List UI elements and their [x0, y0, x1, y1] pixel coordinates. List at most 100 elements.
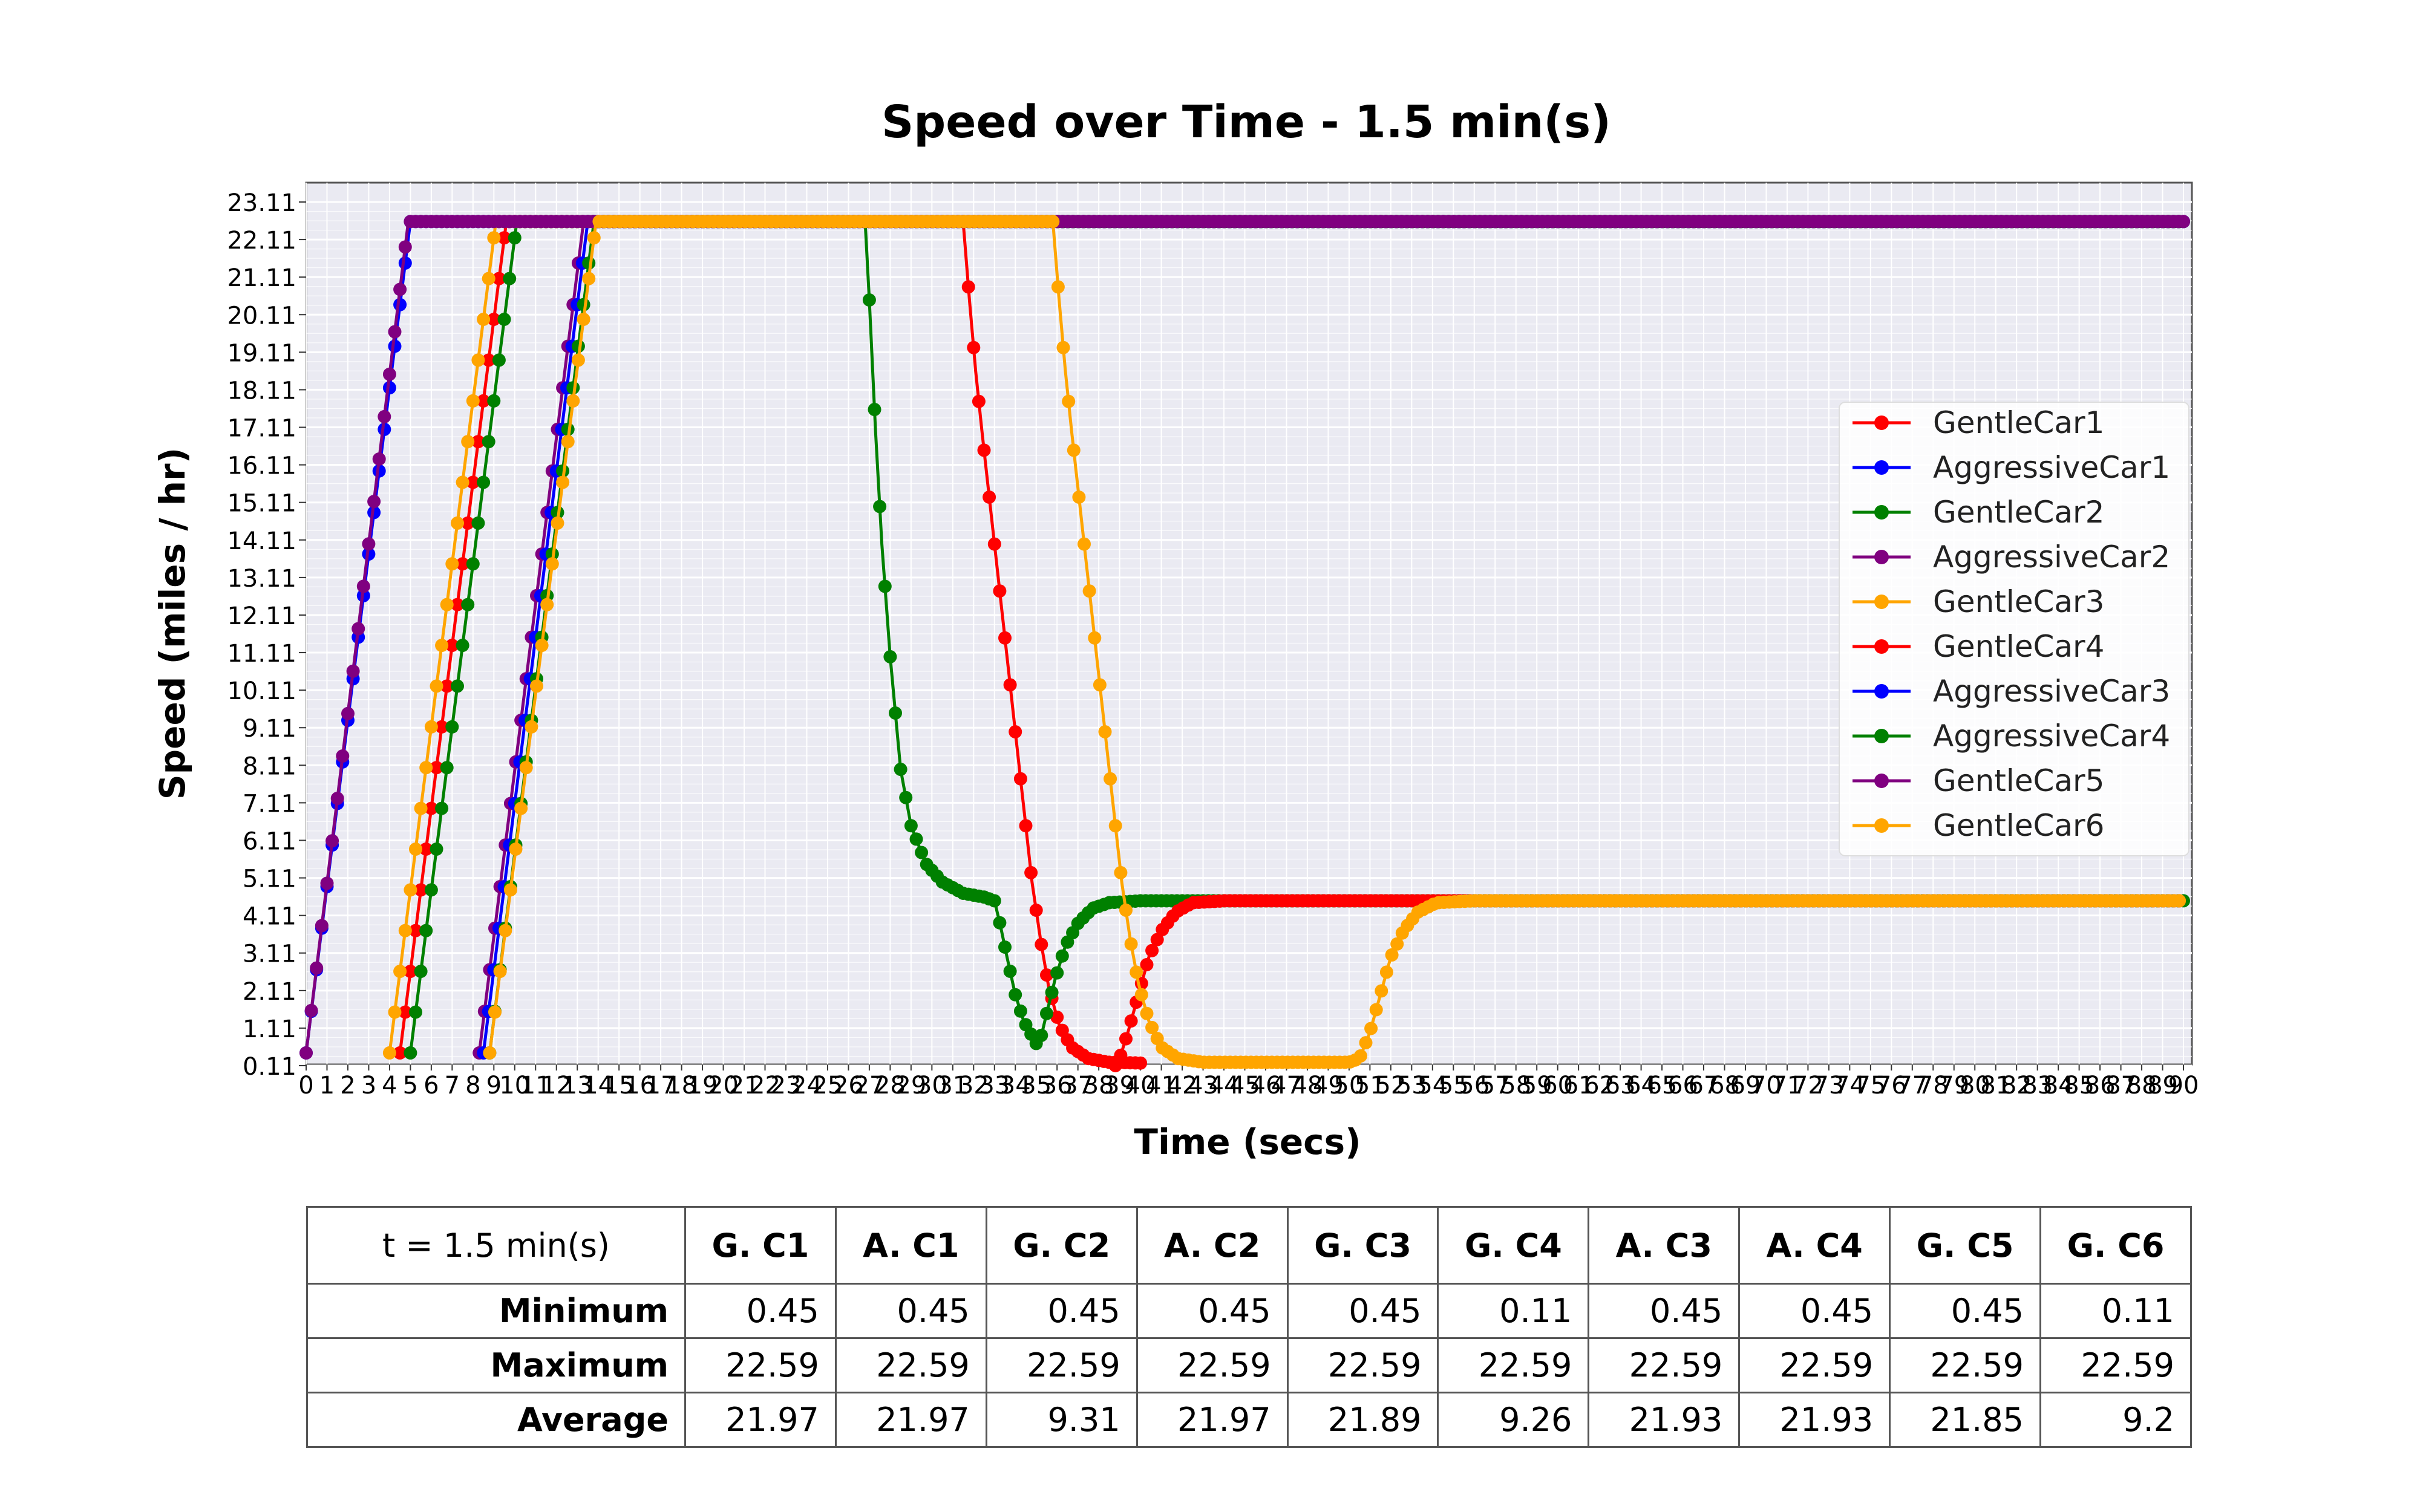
legend-swatch-marker [1874, 774, 1889, 788]
y-tick-label: 12.11 [227, 602, 296, 630]
x-tick-label: 3 [361, 1072, 376, 1100]
data-point [889, 706, 902, 720]
stats-cell: 0.11 [2039, 1283, 2192, 1339]
x-tick-label: 33 [979, 1072, 1010, 1100]
data-point [1003, 964, 1017, 978]
data-point [1119, 1032, 1133, 1046]
data-point [561, 435, 575, 449]
data-point [868, 403, 881, 417]
data-point [409, 842, 422, 856]
stats-col-header: A. C3 [1588, 1206, 1741, 1285]
data-point [1114, 865, 1128, 879]
data-point [456, 557, 469, 571]
data-point [535, 639, 549, 653]
data-point [499, 924, 512, 937]
data-point [461, 516, 475, 530]
data-point [1078, 537, 1091, 551]
stats-corner-label: t = 1.5 min(s) [306, 1206, 686, 1285]
data-point [1067, 443, 1081, 457]
data-point [899, 790, 913, 804]
x-tick-label: 53 [1396, 1072, 1427, 1100]
stats-cell: 22.59 [1738, 1337, 1891, 1393]
data-point [977, 443, 991, 457]
legend-swatch-marker [1874, 550, 1889, 564]
data-point [299, 1046, 313, 1060]
data-point [1114, 1048, 1128, 1062]
data-point [487, 394, 501, 408]
data-point [471, 353, 485, 367]
data-point [330, 792, 344, 806]
legend-item: AggressiveCar2 [1853, 539, 2170, 575]
data-point [398, 924, 412, 937]
x-tick-label: 9 [486, 1072, 502, 1100]
data-point [456, 475, 469, 489]
data-point [509, 842, 523, 856]
y-tick-label: 0.11 [243, 1053, 296, 1081]
x-tick-label: 82 [2001, 1072, 2032, 1100]
x-tick-label: 12 [541, 1072, 572, 1100]
data-point [1093, 678, 1107, 692]
y-axis-label: Speed (miles / hr) [152, 448, 193, 800]
data-point [1003, 678, 1017, 692]
x-tick-label: 5 [403, 1072, 418, 1100]
stats-cell: 21.89 [1286, 1392, 1439, 1448]
stats-col-header: G. C1 [684, 1206, 837, 1285]
y-tick-label: 15.11 [227, 490, 296, 518]
data-point [430, 761, 443, 775]
stats-cell: 0.45 [985, 1283, 1138, 1339]
x-tick-label: 11 [520, 1072, 551, 1100]
data-point [1108, 1059, 1122, 1072]
data-point [325, 834, 339, 848]
data-point [1088, 631, 1102, 645]
x-tick-label: 85 [2064, 1072, 2095, 1100]
x-tick-label: 48 [1292, 1072, 1323, 1100]
x-tick-label: 14 [583, 1072, 613, 1100]
chart-title: Speed over Time - 1.5 min(s) [881, 96, 1611, 148]
x-tick-label: 18 [666, 1072, 697, 1100]
data-point [487, 313, 501, 326]
legend-label: GentleCar5 [1933, 763, 2104, 798]
stats-cell: 0.45 [1136, 1283, 1289, 1339]
stats-row-average: Average 21.97 21.97 9.31 21.97 21.89 9.2… [306, 1392, 2192, 1448]
data-point [362, 537, 376, 551]
data-point [1390, 937, 1404, 951]
data-point [1369, 1003, 1383, 1017]
y-tick-label: 7.11 [243, 790, 296, 818]
legend-box [1839, 402, 2189, 856]
x-tick-label: 54 [1417, 1072, 1448, 1100]
legend-item: GentleCar1 [1853, 405, 2104, 440]
data-point [466, 394, 480, 408]
y-tick-label: 16.11 [227, 452, 296, 480]
data-point [1050, 1010, 1064, 1024]
x-tick-label: 47 [1271, 1072, 1302, 1100]
legend-item: GentleCar3 [1853, 584, 2104, 619]
data-point [341, 706, 355, 720]
y-tick-label: 8.11 [243, 752, 296, 780]
data-point [1145, 943, 1159, 957]
data-point [1108, 819, 1122, 833]
x-tick-label: 8 [465, 1072, 480, 1100]
stats-row-label: Minimum [306, 1283, 686, 1339]
y-tick-label: 1.11 [243, 1015, 296, 1043]
x-tick-label: 51 [1355, 1072, 1385, 1100]
data-point [1140, 958, 1154, 971]
data-point [424, 720, 438, 734]
x-tick-label: 57 [1480, 1072, 1511, 1100]
y-tick-label: 10.11 [227, 677, 296, 705]
legend-swatch-marker [1874, 595, 1889, 609]
legend-label: AggressiveCar2 [1933, 539, 2170, 575]
stats-cell: 22.59 [1136, 1337, 1289, 1393]
stats-cell: 9.26 [1437, 1392, 1590, 1448]
x-tick-label: 66 [1667, 1072, 1698, 1100]
data-point [404, 883, 417, 897]
x-tick-label: 59 [1522, 1072, 1552, 1100]
x-tick-label: 36 [1042, 1072, 1073, 1100]
x-tick-label: 65 [1647, 1072, 1678, 1100]
legend-item: GentleCar6 [1853, 808, 2104, 843]
data-point [356, 579, 370, 593]
data-point [967, 341, 981, 354]
data-point [409, 1005, 422, 1019]
data-point [1009, 988, 1022, 1002]
y-tick-label: 13.11 [227, 565, 296, 593]
series-layer [299, 215, 2190, 1072]
